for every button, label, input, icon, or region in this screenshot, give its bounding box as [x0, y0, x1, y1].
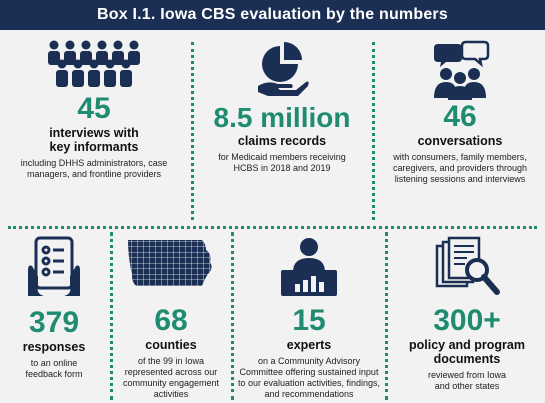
- stat-number: 46: [443, 100, 477, 133]
- people-group-icon: [48, 40, 140, 87]
- divider: [385, 232, 388, 400]
- stat-number: 15: [292, 304, 326, 337]
- stat-number: 45: [77, 92, 111, 125]
- stat-description: for Medicaid members receiving HCBS in 2…: [218, 152, 346, 173]
- divider: [110, 232, 113, 400]
- stat-number: 68: [154, 304, 188, 337]
- stat-number: 379: [28, 306, 80, 339]
- stat-experts: 15 experts on a Community Advisory Commi…: [235, 236, 383, 400]
- stat-conversations: 46 conversations with consumers, family …: [375, 40, 545, 185]
- stat-description: with consumers, family members, caregive…: [392, 152, 528, 184]
- stat-counties: 68 counties of the 99 in Iowa represente…: [113, 236, 229, 400]
- tablet-form-icon: [28, 236, 80, 296]
- stat-label: conversations: [417, 134, 503, 148]
- stat-label: counties: [145, 338, 197, 352]
- stat-documents: 300+ policy and program documents review…: [389, 236, 545, 392]
- stat-label: policy and program documents: [409, 338, 525, 366]
- stat-responses: 379 responses to an online feedback form: [0, 236, 108, 380]
- stat-interviews: 45 interviews with key informants includ…: [0, 40, 188, 180]
- box-title: Box I.1. Iowa CBS evaluation by the numb…: [0, 0, 545, 30]
- iowa-map-icon: [128, 240, 212, 286]
- stat-description: reviewed from Iowa and other states: [427, 370, 507, 391]
- stat-description: on a Community Advisory Committee offeri…: [237, 356, 381, 399]
- box-title-text: Box I.1. Iowa CBS evaluation by the numb…: [97, 6, 448, 23]
- conversation-people-icon: [434, 40, 490, 100]
- divider: [231, 232, 234, 400]
- stat-label: experts: [286, 338, 332, 352]
- stat-number: 8.5 million: [213, 102, 351, 133]
- pie-chart-hand-icon: [258, 42, 309, 96]
- stats-grid: 45 interviews with key informants includ…: [0, 30, 545, 403]
- stat-label: interviews with key informants: [49, 126, 139, 154]
- stat-number: 300+: [433, 304, 501, 337]
- stat-label: claims records: [237, 134, 327, 148]
- stat-description: to an online feedback form: [25, 358, 83, 379]
- presenter-chart-icon: [281, 238, 337, 296]
- stat-description: of the 99 in Iowa represented across our…: [122, 356, 220, 399]
- documents-magnifier-icon: [435, 236, 500, 295]
- stat-label: responses: [22, 340, 86, 354]
- divider: [191, 42, 194, 220]
- stat-claims: 8.5 million claims records for Medicaid …: [194, 40, 370, 174]
- stat-description: including DHHS administrators, case mana…: [20, 158, 168, 179]
- divider: [8, 226, 537, 229]
- divider: [372, 42, 375, 220]
